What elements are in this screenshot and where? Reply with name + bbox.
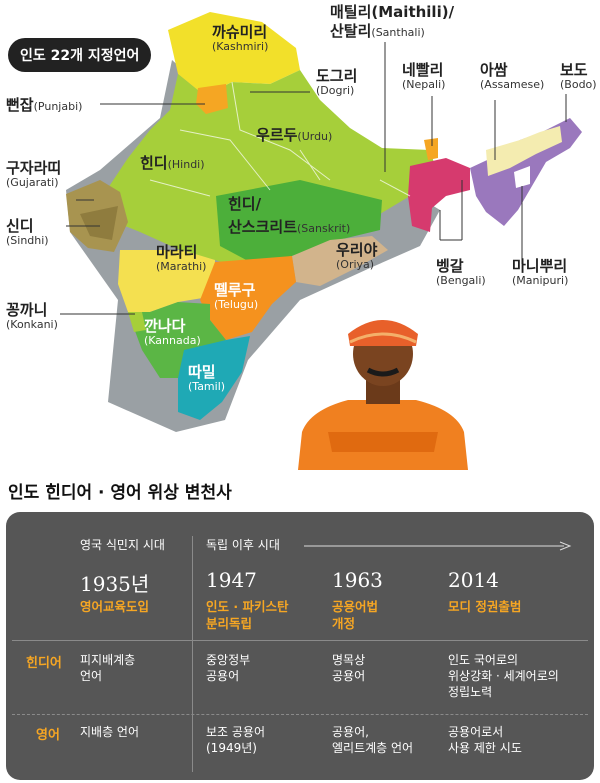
row-label-english: 영어 [36, 728, 60, 743]
year-1947: 1947 [206, 568, 257, 592]
cell-english-1963: 공용어, 엘리트계층 언어 [332, 725, 414, 756]
cell-english-1947: 보조 공용어 (1949년) [206, 725, 266, 756]
row-divider [12, 714, 588, 715]
india-language-map: 인도 22개 지정언어 까슈미리 (Kashmiri) 매틸리(Maithili)… [6, 3, 597, 470]
label-oriya: 우리야 (Oriya) [336, 241, 378, 271]
year-1935: 1935년 [80, 572, 150, 596]
label-bengali: 벵갈 (Bengali) [436, 257, 486, 287]
map-title: 인도 22개 지정언어 [8, 38, 152, 72]
year-1963: 1963 [332, 568, 383, 592]
label-telugu: 뗄루구 (Telugu) [214, 281, 259, 311]
cell-hindi-2014: 인도 국어로의 위상강화 · 세계어로의 정립노력 [448, 653, 559, 700]
region-sindhi [80, 206, 118, 240]
event-1947: 인도 · 파키스탄 분리독립 [206, 599, 289, 631]
label-konkani: 꽁까니 (Konkani) [6, 301, 58, 331]
label-sindhi: 신디 (Sindhi) [6, 217, 49, 247]
label-bodo: 보도 (Bodo) [560, 61, 597, 91]
cell-english-1935: 지배층 언어 [80, 725, 140, 739]
label-santhali: 산탈리(Santhali) [330, 22, 425, 40]
arrow-icon [304, 541, 572, 551]
leader-lines [60, 42, 567, 315]
header-divider [12, 640, 588, 641]
cell-english-2014: 공용어로서 사용 제한 시도 [448, 725, 522, 756]
event-1935: 영어교육도입 [80, 599, 150, 614]
region-sanskrit [216, 180, 382, 262]
label-assamese: 아쌈 (Assamese) [480, 61, 545, 91]
region-kannada [128, 302, 226, 378]
map-illustration [60, 12, 582, 432]
row-label-hindi: 힌디어 [26, 656, 62, 671]
region-tamil [178, 336, 250, 420]
region-telugu [200, 256, 296, 340]
event-2014: 모디 정권출범 [448, 599, 522, 614]
event-1963: 공용어법 개정 [332, 599, 379, 631]
label-sanskrit: 산스크리트(Sanskrit) [228, 218, 351, 236]
label-manipuri: 마니뿌리 (Manipuri) [512, 257, 569, 287]
region-assamese [486, 126, 562, 176]
cell-hindi-1947: 중앙정부 공용어 [206, 653, 251, 684]
label-kannada: 깐나다 (Kannada) [144, 317, 201, 347]
region-bengali [408, 158, 470, 232]
label-nepali: 네빨리 (Nepali) [402, 61, 446, 91]
label-gujarati: 구자라띠 (Gujarati) [6, 159, 62, 189]
timeline-title: 인도 힌디어 · 영어 위상 변천사 [8, 483, 232, 503]
region-manipuri [514, 166, 530, 188]
year-2014: 2014 [448, 568, 499, 592]
era-divider [192, 536, 193, 772]
region-oriya [292, 236, 388, 286]
label-urdu: 우르두(Urdu) [256, 126, 333, 144]
region-nepali [424, 138, 438, 160]
timeline-panel: 영국 식민지 시대 독립 이후 시대 1935년 영어교육도입 1947 인도 … [6, 512, 594, 780]
label-maithili: 매틸리(Maithili)/ [330, 3, 455, 21]
label-punjabi: 뻔잡(Punjabi) [6, 96, 83, 114]
cell-hindi-1935: 피지배계층 언어 [80, 653, 136, 684]
cell-hindi-1963: 명목상 공용어 [332, 653, 366, 684]
state-borders [149, 81, 411, 197]
region-marathi [118, 250, 215, 312]
region-konkani [128, 312, 146, 332]
label-hindi-slash: 힌디/ [228, 195, 262, 213]
label-dogri: 도그리 (Dogri) [316, 67, 358, 97]
person-illustration [298, 320, 468, 470]
label-marathi: 마라티 (Marathi) [156, 243, 207, 273]
label-kashmiri: 까슈미리 (Kashmiri) [212, 23, 269, 53]
era-independence: 독립 이후 시대 [206, 538, 280, 552]
region-kashmiri [168, 12, 300, 96]
label-tamil: 따밀 (Tamil) [188, 363, 226, 393]
region-punjabi [196, 84, 228, 114]
era-colonial: 영국 식민지 시대 [80, 538, 165, 552]
label-hindi: 힌디(Hindi) [140, 154, 205, 172]
